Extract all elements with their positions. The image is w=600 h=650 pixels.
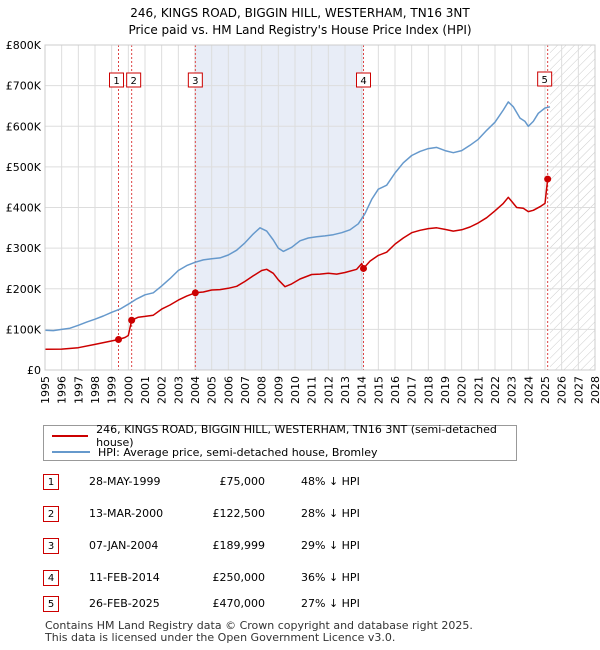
x-tick-label: 2022 — [489, 376, 502, 404]
y-tick-label: £300K — [6, 242, 42, 255]
sale-number-box — [109, 72, 124, 88]
sale-price: £122,500 — [212, 507, 266, 520]
sale-price: £189,999 — [212, 539, 266, 552]
sale-number-label: 1 — [113, 76, 119, 87]
sale-number-box — [126, 72, 142, 88]
legend-item-hpi: HPI: Average price, semi-detached house,… — [52, 444, 377, 460]
sale-hpi-diff: 27% ↓ HPI — [301, 597, 360, 610]
sale-date: 28-MAY-1999 — [89, 475, 161, 488]
legend: 246, KINGS ROAD, BIGGIN HILL, WESTERHAM,… — [43, 423, 517, 461]
x-tick-label: 2015 — [372, 376, 385, 404]
x-tick-label: 2008 — [256, 376, 269, 404]
y-tick-label: £200K — [6, 283, 42, 296]
sale-hpi-diff: 36% ↓ HPI — [301, 571, 360, 584]
y-tick-label: £0 — [27, 364, 41, 377]
sale-number-box — [356, 72, 371, 88]
x-tick-label: 2013 — [339, 376, 352, 404]
sale-number-badge: 1 — [43, 474, 59, 490]
x-tick-label: 2003 — [172, 376, 185, 404]
sale-hpi-diff: 48% ↓ HPI — [301, 475, 360, 488]
x-tick-label: 2012 — [322, 376, 335, 404]
price-paid-line — [44, 177, 551, 351]
x-tick-label: 2027 — [572, 376, 585, 404]
hpi-line — [44, 101, 551, 332]
table-row: 3 07-JAN-2004 £189,999 29% ↓ HPI — [43, 536, 563, 556]
sale-date: 26-FEB-2025 — [89, 597, 160, 610]
sale-number-label: 2 — [130, 76, 136, 87]
sale-point — [115, 336, 122, 344]
price-chart: £0 £100K £200K £300K £400K £500K £600K £700K £80… — [6, 39, 600, 404]
footer-licence: This data is licensed under the Open Gov… — [45, 631, 396, 644]
legend-item-price-paid: 246, KINGS ROAD, BIGGIN HILL, WESTERHAM,… — [52, 423, 516, 449]
x-tick-label: 2002 — [156, 376, 169, 404]
x-tick-label: 2001 — [139, 376, 152, 404]
table-row: 1 28-MAY-1999 £75,000 48% ↓ HPI — [43, 472, 563, 492]
table-row: 2 13-MAR-2000 £122,500 28% ↓ HPI — [43, 504, 563, 524]
x-tick-label: 2025 — [539, 376, 552, 404]
y-tick-label: £600K — [6, 120, 42, 133]
sale-number-label: 3 — [192, 76, 198, 87]
sale-date: 13-MAR-2000 — [89, 507, 164, 520]
x-tick-label: 1995 — [39, 376, 52, 404]
sale-hpi-diff: 28% ↓ HPI — [301, 507, 360, 520]
sale-price: £75,000 — [219, 475, 266, 488]
table-row: 5 26-FEB-2025 £470,000 27% ↓ HPI — [43, 594, 563, 614]
sale-number-label: 4 — [360, 76, 366, 87]
x-tick-label: 2024 — [522, 376, 535, 404]
x-tick-label: 2020 — [456, 376, 469, 404]
y-tick-label: £400K — [6, 202, 42, 215]
y-tick-label: £800K — [6, 39, 42, 52]
x-tick-label: 2019 — [439, 376, 452, 404]
y-tick-label: £100K — [6, 323, 42, 336]
sale-number-badge: 5 — [43, 596, 59, 612]
sale-number-badge: 3 — [43, 538, 59, 554]
x-tick-label: 2023 — [506, 376, 519, 404]
x-tick-label: 2006 — [222, 376, 235, 404]
sale-number-badge: 2 — [43, 506, 59, 522]
x-tick-label: 1996 — [56, 376, 69, 404]
legend-swatch-blue — [52, 451, 90, 453]
sale-date: 07-JAN-2004 — [89, 539, 159, 552]
x-tick-label: 2009 — [272, 376, 285, 404]
x-tick-label: 1998 — [89, 376, 102, 404]
x-tick-label: 2000 — [122, 376, 135, 404]
x-tick-label: 2004 — [189, 376, 202, 404]
chart-subtitle: Price paid vs. HM Land Registry's House … — [128, 23, 472, 37]
sale-point — [128, 316, 136, 324]
sale-point — [544, 175, 552, 183]
legend-label-hpi: HPI: Average price, semi-detached house,… — [98, 445, 378, 459]
x-tick-label: 2007 — [239, 376, 252, 404]
sale-price: £250,000 — [212, 571, 266, 584]
sale-price: £470,000 — [212, 597, 266, 610]
plot-frame — [44, 44, 596, 371]
sale-number-label: 5 — [541, 75, 547, 86]
sale-number-badge: 4 — [43, 570, 59, 586]
x-tick-label: 1999 — [106, 376, 119, 404]
chart-title: 246, KINGS ROAD, BIGGIN HILL, WESTERHAM,… — [130, 6, 470, 20]
x-tick-label: 1997 — [72, 376, 85, 404]
y-tick-label: £700K — [6, 80, 42, 93]
sale-number-box — [187, 72, 203, 88]
legend-label-price-paid: 246, KINGS ROAD, BIGGIN HILL, WESTERHAM,… — [96, 423, 497, 449]
sale-point — [360, 264, 367, 272]
sale-point — [191, 289, 199, 297]
x-tick-label: 2011 — [306, 376, 319, 404]
x-tick-label: 2017 — [406, 376, 419, 404]
footer-copyright: Contains HM Land Registry data © Crown c… — [45, 619, 473, 632]
x-tick-label: 2018 — [422, 376, 435, 404]
x-tick-label: 2028 — [589, 376, 600, 404]
x-tick-label: 2021 — [472, 376, 485, 404]
sale-number-box — [537, 71, 553, 87]
sale-date: 11-FEB-2014 — [89, 571, 160, 584]
table-row: 4 11-FEB-2014 £250,000 36% ↓ HPI — [43, 568, 563, 588]
y-tick-label: £500K — [6, 161, 42, 174]
x-tick-label: 2016 — [389, 376, 402, 404]
footer: Contains HM Land Registry data © Crown c… — [45, 620, 473, 644]
x-tick-label: 2014 — [356, 376, 369, 404]
x-tick-label: 2010 — [289, 376, 302, 404]
x-tick-label: 2005 — [206, 376, 219, 404]
x-tick-label: 2026 — [556, 376, 569, 404]
legend-swatch-red — [52, 435, 89, 437]
sale-hpi-diff: 29% ↓ HPI — [301, 539, 360, 552]
